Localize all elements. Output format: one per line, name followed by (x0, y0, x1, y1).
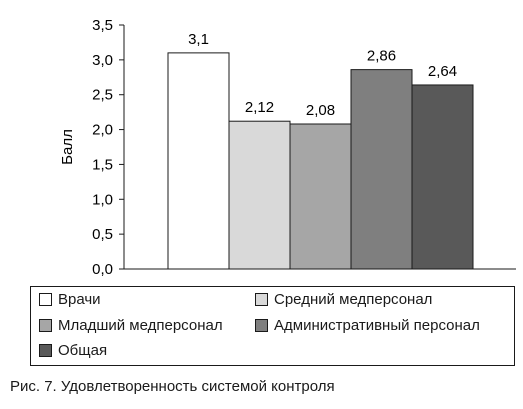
bar (350, 69, 413, 270)
legend-swatch (39, 344, 52, 357)
legend-item-doctors: Врачи (39, 291, 101, 308)
bar-value-label: 2,86 (367, 48, 396, 65)
legend-label: Административный персонал (274, 317, 480, 334)
y-tick-label: 2,5 (92, 87, 113, 104)
bar (167, 52, 230, 270)
bar-chart: 0,0 0,5 1,0 1,5 2,0 2,5 3,0 3,5 3,1 2,12 2,08 2,86… (59, 17, 516, 278)
y-tick-label: 0,0 (92, 261, 113, 278)
legend-item-junior-staff: Младший медперсонал (39, 317, 223, 334)
bar-value-label: 2,08 (306, 102, 335, 119)
legend-swatch (39, 293, 52, 306)
y-tick-label: 1,5 (92, 156, 113, 173)
bar-value-label: 3,1 (188, 31, 209, 48)
bar (289, 123, 352, 270)
bar (228, 120, 291, 270)
y-axis-label: Балл (59, 129, 76, 165)
y-tick-label: 2,0 (92, 122, 113, 139)
chart-bars (167, 52, 474, 270)
legend-swatch (39, 319, 52, 332)
y-tick-label: 1,0 (92, 191, 113, 208)
bar (411, 84, 474, 270)
y-tick-label: 0,5 (92, 226, 113, 243)
chart-data-labels: 3,1 2,12 2,08 2,86 2,64 (188, 31, 457, 119)
bar-value-label: 2,12 (245, 99, 274, 116)
legend-item-overall: Общая (39, 342, 107, 359)
bar-value-label: 2,64 (428, 63, 457, 80)
y-tick-label: 3,5 (92, 17, 113, 34)
legend-swatch (255, 319, 268, 332)
legend-label: Общая (58, 342, 108, 359)
legend-swatch (255, 293, 268, 306)
legend-item-admin-staff: Административный персонал (255, 317, 480, 334)
legend-label: Средний медперсонал (274, 291, 433, 308)
y-tick-label: 3,0 (92, 52, 113, 69)
figure-caption: Рис. 7. Удовлетворенность системой контр… (10, 378, 335, 395)
legend-item-mid-staff: Средний медперсонал (255, 291, 432, 308)
legend: Врачи Средний медперсонал Младший медпер… (30, 286, 515, 366)
legend-label: Младший медперсонал (58, 317, 223, 334)
legend-label: Врачи (58, 291, 101, 308)
